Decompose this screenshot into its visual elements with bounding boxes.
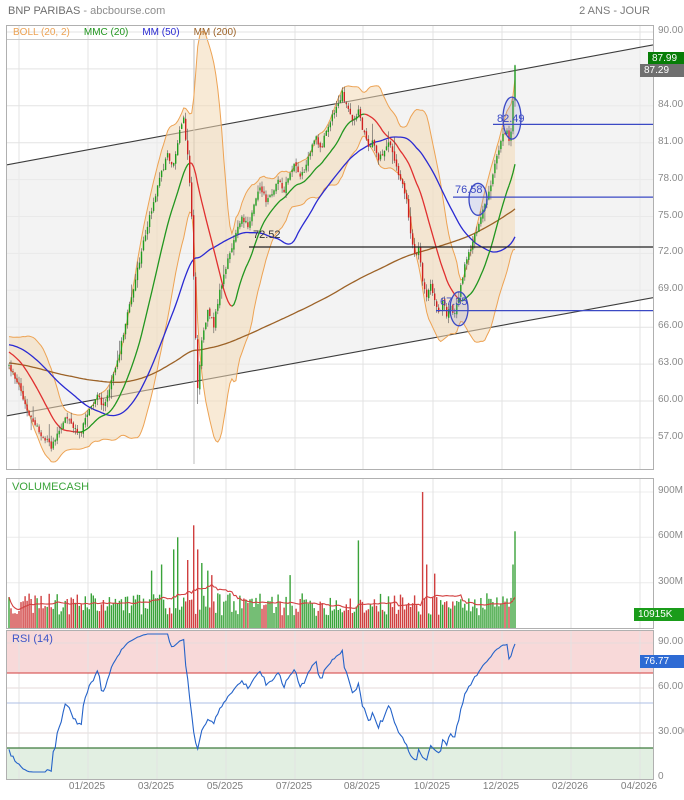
bollinger-lower	[8, 135, 516, 463]
channel-upper-line	[7, 44, 653, 166]
volume-axis-label: 900M	[658, 485, 684, 496]
time-axis-label: 01/2025	[68, 781, 106, 792]
period-selector-label[interactable]: 2 ANS - JOUR	[579, 5, 650, 17]
highlight-ellipse	[468, 182, 488, 216]
time-axis-label: 07/2025	[275, 781, 313, 792]
rsi-panel[interactable]	[6, 630, 654, 780]
price-axis-label: 75.00	[658, 209, 684, 221]
price-axis-label: 60.00	[658, 394, 684, 405]
price-chart-canvas[interactable]	[7, 26, 653, 469]
rsi-chart-canvas[interactable]	[7, 631, 653, 779]
price-panel[interactable]: BOLL (20, 2) MMC (20) MM (50) MM (200)	[6, 25, 654, 470]
highlight-ellipse	[449, 291, 469, 327]
rsi-axis-label: 90.00	[658, 636, 684, 647]
highlight-ellipse	[502, 96, 522, 140]
mm200-line	[8, 208, 516, 383]
volume-chart-canvas[interactable]	[7, 479, 653, 628]
volume-panel[interactable]	[6, 478, 654, 629]
volume-axis-label: 600M	[658, 530, 684, 542]
oversold-zone	[7, 748, 653, 779]
volume-bars-up	[8, 531, 516, 628]
time-axis-label: 10/2025	[413, 781, 451, 792]
volume-panel-label: VOLUMECASH	[12, 481, 90, 493]
volume-bars-down	[10, 492, 510, 628]
rsi-axis-label: 0	[658, 771, 664, 782]
rsi-value-badge: 76.77	[640, 654, 684, 668]
mmc20-falling	[8, 113, 462, 433]
volume-axis-label: 300M	[658, 575, 684, 587]
rsi-panel-label: RSI (14)	[12, 633, 53, 645]
resistance-label-82-49: 82.49	[497, 113, 525, 125]
time-axis-label: 02/2026	[551, 781, 589, 792]
rsi-axis-label: 60.00	[658, 681, 684, 692]
mmc20-rising	[77, 113, 516, 433]
source-suffix: - abcbourse.com	[80, 5, 166, 17]
price-axis-label: 81.00	[658, 135, 684, 147]
chart-title: BNP PARIBAS - abcbourse.com	[8, 5, 165, 17]
time-axis-label: 04/2026	[620, 781, 658, 792]
resistance-label-76-58: 76.58	[455, 184, 483, 196]
candles-down	[10, 92, 510, 449]
time-axis-label: 03/2025	[137, 781, 175, 792]
instrument-name: BNP PARIBAS	[8, 5, 81, 17]
price-axis-label: 66.00	[658, 320, 684, 332]
price-axis-label: 84.00	[658, 98, 684, 110]
rsi-line	[8, 633, 516, 773]
volume-average-line	[8, 583, 516, 611]
price-axis-label: 72.00	[658, 246, 684, 258]
overbought-zone	[7, 631, 653, 673]
price-axis-label: 69.00	[658, 283, 684, 295]
volume-value-badge: 10915K	[634, 608, 684, 621]
price-axis-label: 90.00	[658, 25, 684, 36]
support-label-67-35: 67.35	[440, 296, 468, 308]
price-axis-label: 63.00	[658, 357, 684, 369]
time-axis-label: 12/2025	[482, 781, 520, 792]
last-price-badge: 87.99	[648, 52, 684, 65]
price-axis-label: 57.00	[658, 430, 684, 442]
time-axis-label: 08/2025	[343, 781, 381, 792]
cursor-price-badge: 87.29	[640, 64, 684, 77]
time-axis-label: 05/2025	[206, 781, 244, 792]
price-axis-label: 78.00	[658, 172, 684, 184]
rsi-axis-label: 30.000	[658, 726, 684, 737]
trend-channel-fill	[7, 44, 653, 416]
level-label-72-52: 72.52	[253, 229, 281, 241]
